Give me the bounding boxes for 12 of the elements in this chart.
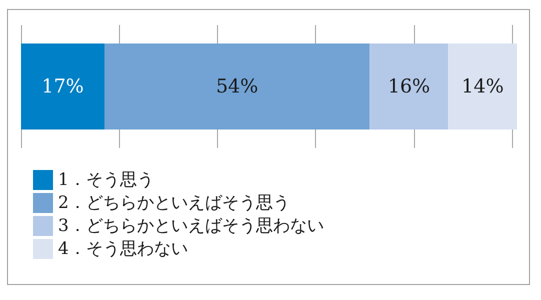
data-label: 16% (388, 76, 430, 98)
data-label: 54% (216, 76, 258, 98)
bar (104, 43, 370, 130)
bar (448, 43, 517, 130)
legend-label: 2．どちらかといえばそう思う (58, 193, 290, 213)
legend-label: 4．そう思わない (58, 239, 188, 259)
legend-label: 1．そう思う (58, 170, 154, 190)
data-label: 17% (42, 76, 84, 98)
bar (21, 43, 104, 130)
data-label: 14% (462, 76, 504, 98)
legend-label: 3．どちらかといえばそう思わない (58, 216, 324, 236)
bar (370, 43, 448, 130)
